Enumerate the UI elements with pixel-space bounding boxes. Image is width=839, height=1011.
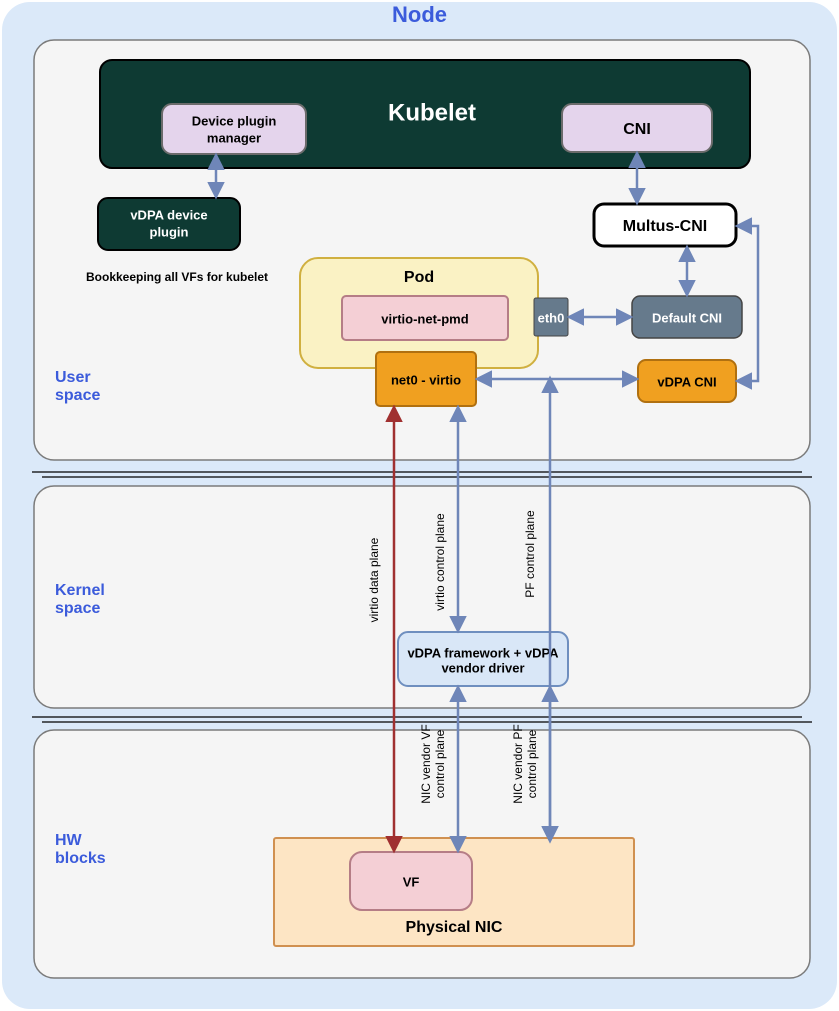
eth0-label: eth0: [538, 310, 565, 325]
edge-label: virtio control plane: [433, 513, 447, 611]
device-plugin-manager-label: manager: [207, 130, 261, 145]
device-plugin-manager-label: Device plugin: [192, 113, 277, 128]
kernel-space-label: space: [55, 600, 100, 617]
device-plugin-manager-box: [162, 104, 306, 154]
user-space-label: User: [55, 369, 91, 386]
edge-label: NIC vendor PF: [511, 724, 525, 803]
pod-label: Pod: [404, 269, 434, 286]
vdpa-framework-label: vendor driver: [441, 660, 524, 675]
edge-label: virtio data plane: [367, 537, 381, 622]
edge-label: control plane: [433, 729, 447, 798]
kernel-space-label: Kernel: [55, 582, 105, 599]
hw-blocks-label: blocks: [55, 850, 106, 867]
default-cni-label: Default CNI: [652, 310, 722, 325]
edge-label: PF control plane: [523, 510, 537, 598]
edge-label: control plane: [525, 729, 539, 798]
vdpa-framework-label: vDPA framework + vDPA: [407, 645, 559, 660]
bookkeeping-note: Bookkeeping all VFs for kubelet: [86, 270, 268, 284]
hw-blocks-label: HW: [55, 832, 83, 849]
vf-label: VF: [403, 874, 420, 889]
edge-label: NIC vendor VF: [419, 724, 433, 803]
multus-cni-label: Multus-CNI: [623, 218, 707, 235]
vdpa-device-plugin-label: plugin: [150, 224, 189, 239]
user-space-label: space: [55, 387, 100, 404]
virtio-net-pmd-label: virtio-net-pmd: [381, 311, 468, 326]
physical-nic-label: Physical NIC: [406, 919, 503, 936]
vdpa-cni-label: vDPA CNI: [657, 374, 716, 389]
vdpa-device-plugin-label: vDPA device: [130, 207, 207, 222]
net0-virtio-label: net0 - virtio: [391, 372, 461, 387]
kubelet-label: Kubelet: [388, 99, 476, 126]
node-title: Node: [392, 2, 447, 27]
cni-label: CNI: [623, 121, 651, 138]
